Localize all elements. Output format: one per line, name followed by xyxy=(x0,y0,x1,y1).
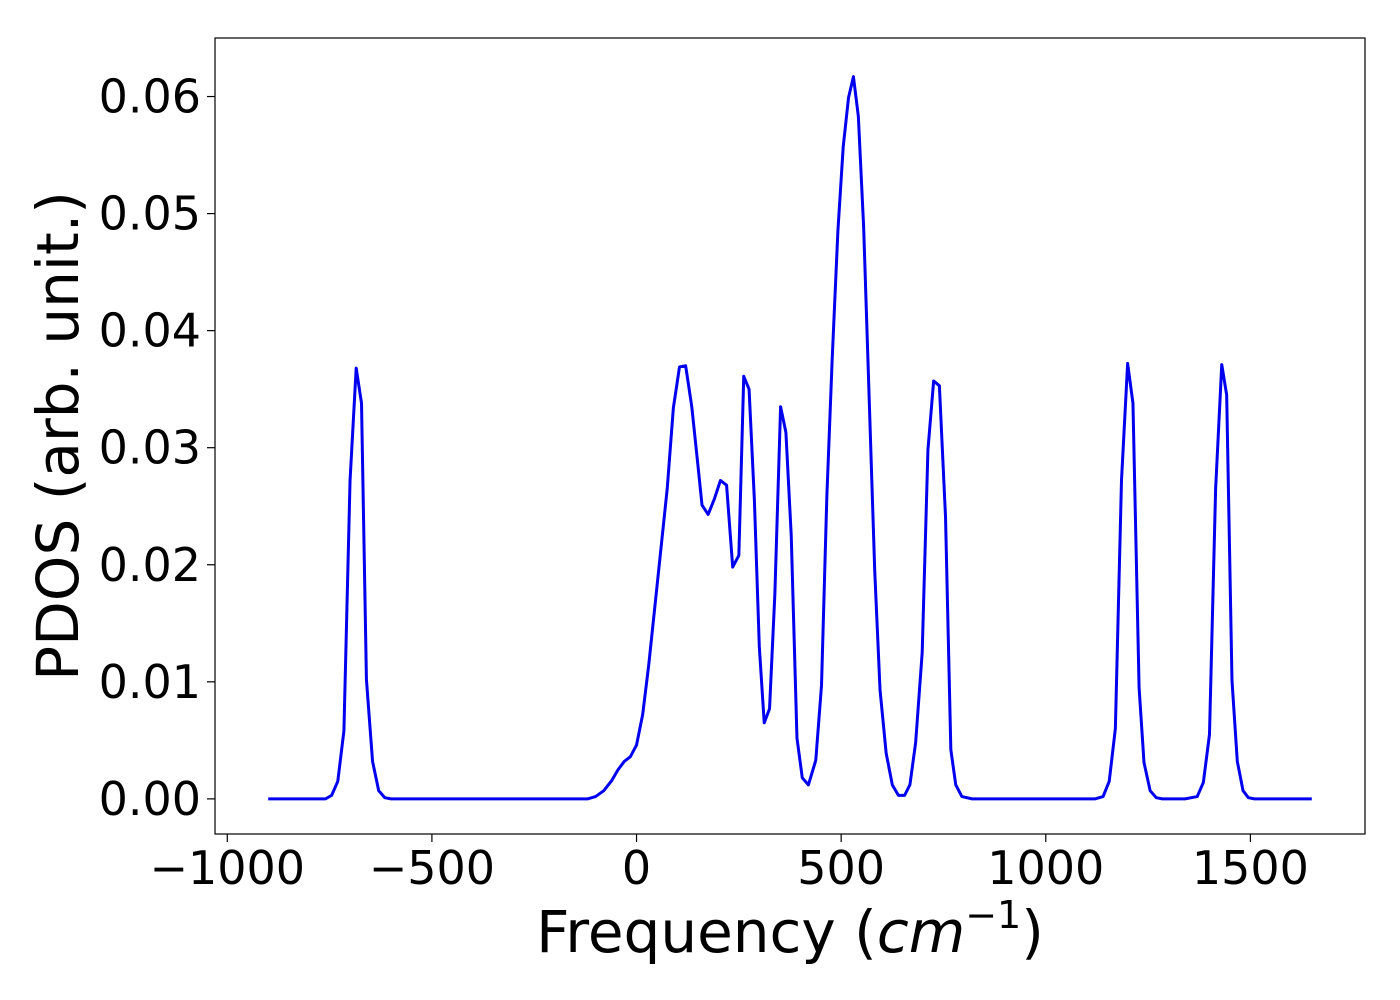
x-axis-label-close: ) xyxy=(1021,898,1044,966)
x-axis-ticks: −1000 −500 0 500 1000 1500 xyxy=(149,834,1309,895)
x-axis-label-exponent: −1 xyxy=(965,893,1021,937)
y-tick-label: 0.01 xyxy=(99,655,201,709)
x-tick-label: −1000 xyxy=(149,841,305,895)
x-tick-label: 0 xyxy=(622,841,651,895)
plot-frame xyxy=(214,37,1366,835)
x-axis-label-unit: cm xyxy=(877,898,965,966)
x-tick-label: −500 xyxy=(369,841,495,895)
x-axis-label-text: Frequency ( xyxy=(536,898,877,966)
y-tick-label: 0.00 xyxy=(99,772,201,826)
y-tick-label: 0.02 xyxy=(99,538,201,592)
x-tick-label: 1000 xyxy=(987,841,1104,895)
x-axis-label: Frequency (cm−1) xyxy=(536,893,1044,966)
y-tick-label: 0.06 xyxy=(99,70,201,124)
x-tick-label: 500 xyxy=(797,841,885,895)
pdos-series-line xyxy=(268,75,1312,801)
y-tick-label: 0.03 xyxy=(99,421,201,475)
y-axis-label: PDOS (arb. unit.) xyxy=(24,191,92,681)
y-axis-ticks: 0.00 0.01 0.02 0.03 0.04 0.05 0.06 xyxy=(99,70,215,826)
y-tick-label: 0.05 xyxy=(99,187,201,241)
x-tick-label: 1500 xyxy=(1192,841,1309,895)
y-tick-label: 0.04 xyxy=(99,304,201,358)
